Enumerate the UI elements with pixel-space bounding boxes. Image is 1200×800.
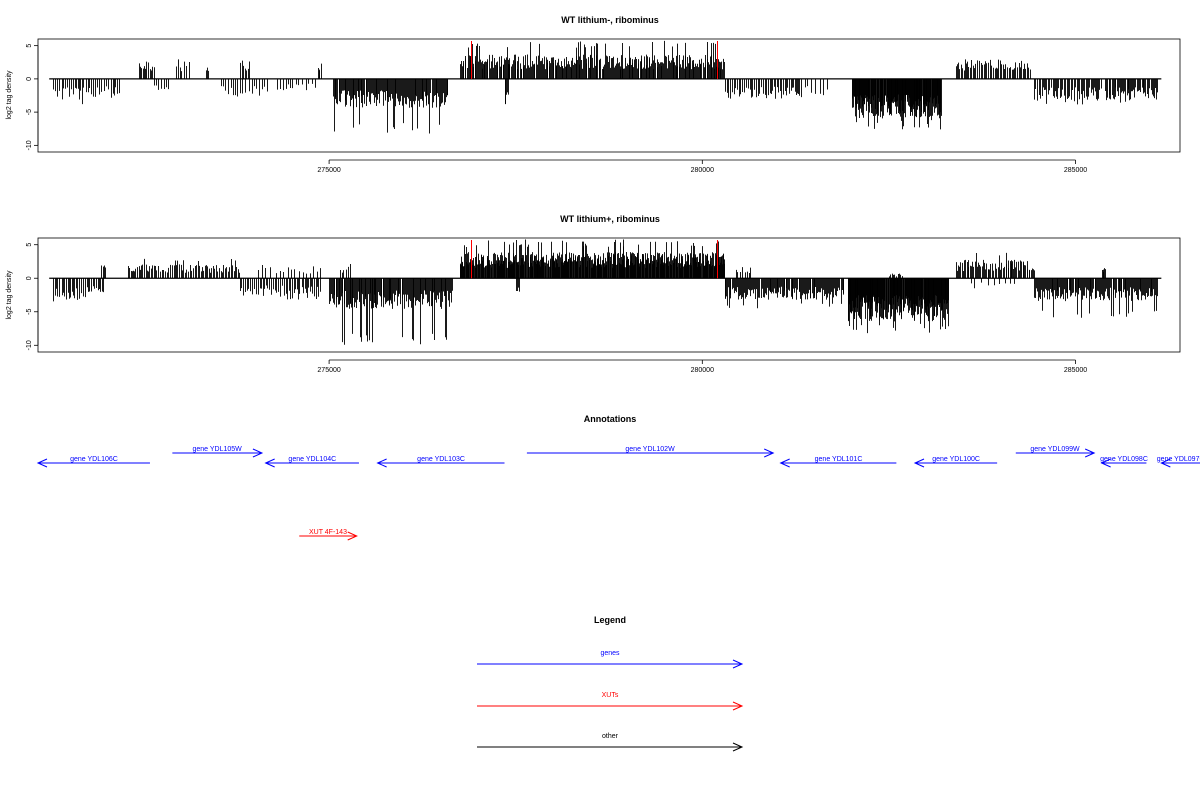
y-tick-label: 0 bbox=[26, 276, 33, 280]
feature-gene-ydl103c: gene YDL103C bbox=[376, 456, 505, 468]
feature-label: XUT 4F-143 bbox=[309, 529, 347, 536]
axes: 5 0 -5 -10 275000 280000 285000 bbox=[26, 243, 1087, 374]
feature-gene-ydl105w: gene YDL105W bbox=[172, 446, 264, 458]
arrowhead-icon bbox=[913, 458, 925, 468]
arrowhead-icon bbox=[252, 448, 264, 458]
feature-gene-ydl102w: gene YDL102W bbox=[526, 446, 775, 458]
feature-list: gene YDL106C gene YDL105W gene YDL104C gene… bbox=[36, 446, 1200, 541]
y-tick-label: 0 bbox=[26, 77, 33, 81]
feature-label: gene YDL104C bbox=[288, 456, 336, 463]
legend-title: Legend bbox=[594, 615, 626, 625]
legend: Legend genes XUTs other bbox=[477, 615, 744, 752]
annotations-title: Annotations bbox=[584, 414, 637, 424]
y-tick-label: -5 bbox=[26, 109, 33, 115]
legend-item-other: other bbox=[477, 733, 744, 752]
y-axis-label: log2 tag density bbox=[6, 70, 13, 120]
feature-gene-ydl099w: gene YDL099W bbox=[1015, 446, 1096, 458]
legend-item-genes: genes bbox=[477, 650, 744, 669]
feature-gene-ydl106c: gene YDL106C bbox=[36, 456, 150, 468]
y-tick-label: 5 bbox=[26, 243, 33, 247]
panel-lithium-plus: WT lithium+, ribominus log2 tag density … bbox=[6, 214, 1181, 374]
legend-label: XUTs bbox=[602, 692, 619, 699]
feature-label: gene YDL105W bbox=[192, 446, 242, 453]
x-tick-label: 275000 bbox=[317, 367, 340, 374]
y-tick-label: -5 bbox=[26, 309, 33, 315]
x-tick-label: 280000 bbox=[691, 367, 714, 374]
arrowhead-icon bbox=[732, 659, 744, 669]
x-tick-label: 280000 bbox=[691, 167, 714, 174]
feature-gene-ydl098c: gene YDL098C bbox=[1100, 456, 1148, 468]
arrowhead-icon bbox=[347, 531, 358, 541]
y-axis-label: log2 tag density bbox=[6, 270, 13, 320]
y-tick-label: -10 bbox=[26, 140, 33, 150]
panel-title: WT lithium-, ribominus bbox=[561, 15, 659, 25]
feature-label: gene YDL099W bbox=[1030, 446, 1080, 453]
feature-gene-ydl097c: gene YDL097C bbox=[1157, 456, 1200, 468]
feature-label: gene YDL100C bbox=[932, 456, 980, 463]
legend-items: genes XUTs other bbox=[477, 650, 744, 752]
arrowhead-icon bbox=[732, 701, 744, 711]
arrowhead-icon bbox=[1084, 448, 1096, 458]
panel-lithium-minus: WT lithium-, ribominus log2 tag density … bbox=[6, 15, 1181, 174]
plot-frame bbox=[37, 237, 1181, 353]
x-tick-label: 285000 bbox=[1064, 167, 1087, 174]
feature-gene-ydl101c: gene YDL101C bbox=[779, 456, 897, 468]
bar-series bbox=[49, 239, 1162, 345]
arrowhead-icon bbox=[779, 458, 790, 468]
plot-frame bbox=[37, 38, 1181, 153]
feature-label: gene YDL097C bbox=[1157, 456, 1200, 463]
feature-gene-ydl100c: gene YDL100C bbox=[913, 456, 998, 468]
feature-label: gene YDL101C bbox=[815, 456, 863, 463]
arrowhead-icon bbox=[1160, 458, 1171, 468]
legend-label: other bbox=[602, 733, 619, 740]
feature-gene-ydl104c: gene YDL104C bbox=[264, 456, 359, 468]
y-tick-label: -10 bbox=[26, 340, 33, 350]
x-tick-label: 285000 bbox=[1064, 367, 1087, 374]
y-tick-label: 5 bbox=[26, 44, 33, 48]
feature-label: gene YDL102W bbox=[625, 446, 675, 453]
legend-label: genes bbox=[600, 650, 620, 657]
arrowhead-icon bbox=[264, 458, 275, 468]
feature-xut-4f-143: XUT 4F-143 bbox=[299, 529, 358, 541]
arrowhead-icon bbox=[732, 742, 744, 752]
arrowhead-icon bbox=[1100, 458, 1111, 468]
feature-label: gene YDL103C bbox=[417, 456, 465, 463]
x-tick-label: 275000 bbox=[317, 167, 340, 174]
arrowhead-icon bbox=[36, 458, 48, 468]
arrowhead-icon bbox=[376, 458, 387, 468]
legend-item-xuts: XUTs bbox=[477, 692, 744, 711]
panel-title: WT lithium+, ribominus bbox=[560, 214, 660, 224]
bar-series bbox=[49, 40, 1162, 134]
feature-label: gene YDL106C bbox=[70, 456, 118, 463]
feature-label: gene YDL098C bbox=[1100, 456, 1148, 463]
arrowhead-icon bbox=[764, 448, 775, 458]
axes: 5 0 -5 -10 275000 280000 285000 bbox=[26, 44, 1087, 174]
